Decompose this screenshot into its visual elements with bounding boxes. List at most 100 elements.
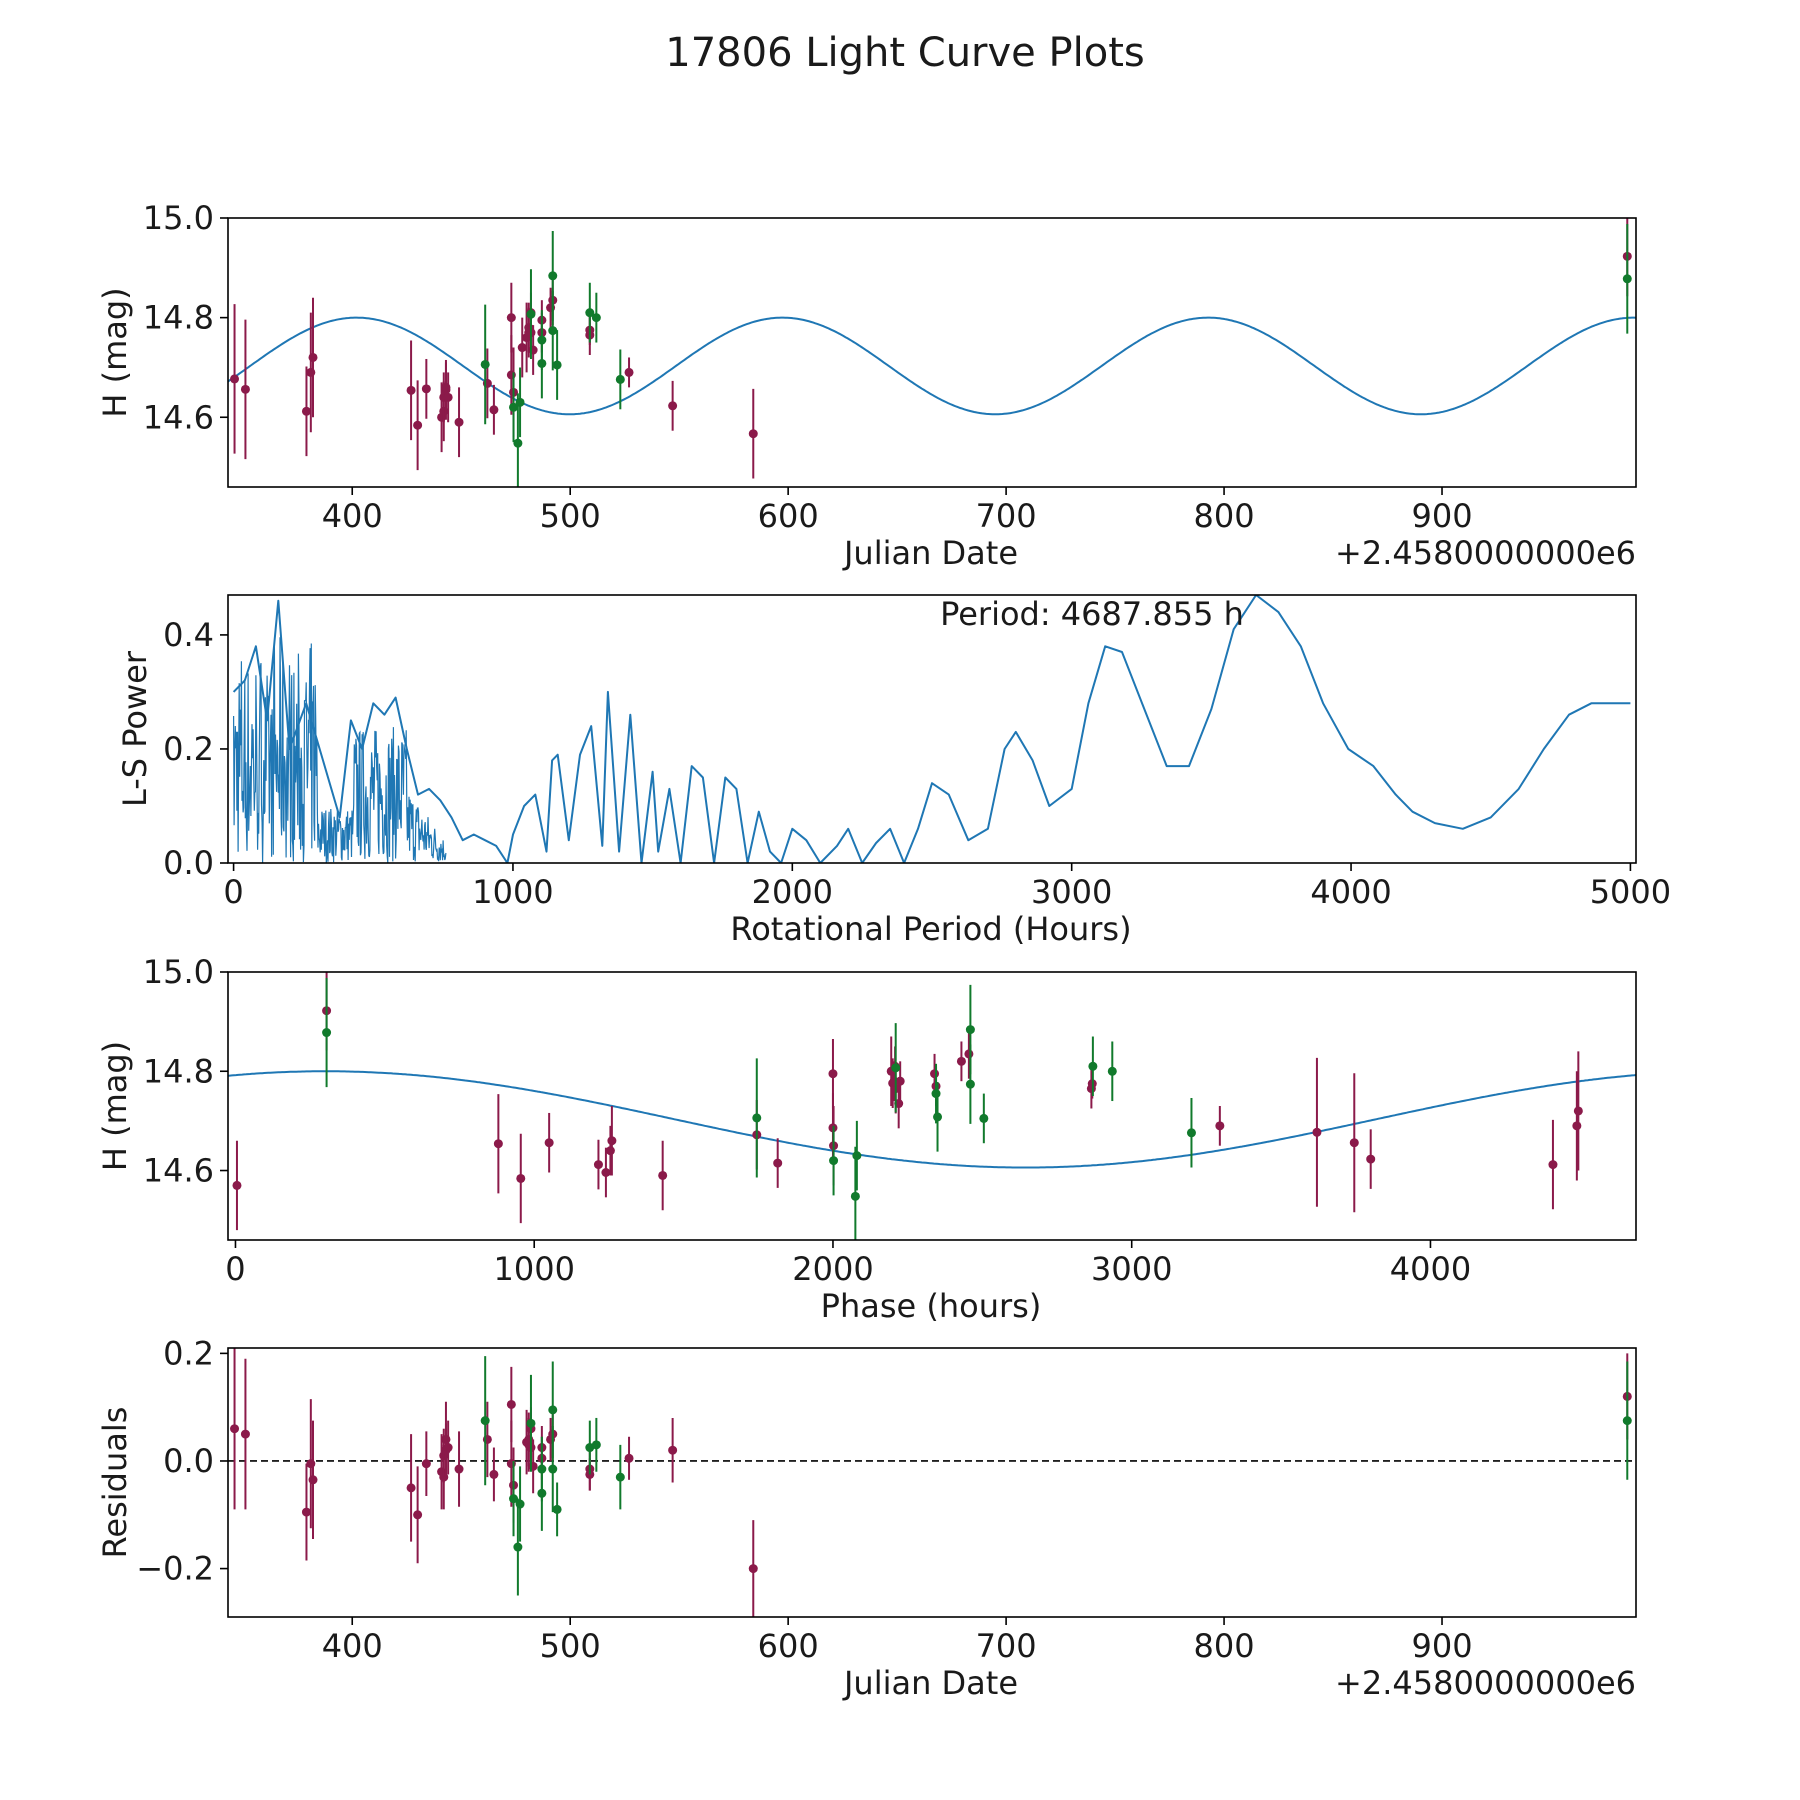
residuals-red-point — [230, 1424, 240, 1434]
residuals-red-point — [748, 1564, 758, 1574]
lightcurve-xtick-label: 700 — [976, 497, 1037, 535]
residuals-ylabel: Residuals — [96, 1407, 134, 1559]
phased-red-point — [1573, 1106, 1583, 1116]
phased-red-point — [1548, 1160, 1558, 1170]
phased-red-point — [544, 1138, 554, 1148]
residuals-red-point — [489, 1469, 499, 1479]
residuals-green-point — [591, 1440, 601, 1450]
lightcurve-xtick-label: 800 — [1194, 497, 1255, 535]
residuals-red-point — [668, 1445, 678, 1455]
residuals-green-point — [480, 1416, 490, 1426]
lightcurve-panel: 400 500 600 700 800 900 14.6 14.8 15.0 Julian Dat… — [96, 199, 1637, 572]
lightcurve-red-point — [240, 384, 250, 394]
residuals-green-point — [615, 1472, 625, 1482]
phased-green-point — [852, 1151, 862, 1161]
lightcurve-green-point — [548, 271, 558, 281]
lightcurve-xtick-label: 900 — [1411, 497, 1472, 535]
lightcurve-red-point — [517, 343, 527, 353]
periodogram-ytick-label: 0.4 — [163, 616, 214, 654]
phased-green-point — [850, 1191, 860, 1201]
phased-red-point — [930, 1069, 940, 1079]
panels: 400 500 600 700 800 900 14.6 14.8 15.0 Julian Dat… — [96, 199, 1671, 1702]
phased-red-point — [658, 1170, 668, 1180]
lightcurve-red-point — [308, 352, 318, 362]
lightcurve-green-point — [480, 359, 490, 369]
phased-red-point — [1215, 1121, 1225, 1131]
phased-green-point — [979, 1113, 989, 1123]
lightcurve-xtick-label: 500 — [540, 497, 601, 535]
lightcurve-green-point — [552, 360, 562, 370]
phased-panel: 0 1000 2000 3000 4000 14.6 14.8 15.0 Phase (hour… — [96, 953, 1637, 1325]
residuals-xlabel: Julian Date — [842, 1664, 1018, 1702]
lightcurve-frame — [227, 217, 1637, 488]
lightcurve-red-point — [624, 367, 634, 377]
phased-xtick-label: 3000 — [1091, 1250, 1172, 1288]
phased-frame — [227, 971, 1637, 1241]
lightcurve-green-point — [585, 308, 595, 318]
phased-ylabel: H (mag) — [96, 1041, 134, 1171]
phased-red-point — [1312, 1127, 1322, 1137]
periodogram-xtick-label: 2000 — [752, 873, 833, 911]
phased-ytick-label: 14.6 — [143, 1152, 214, 1190]
periodogram-annotation: Period: 4687.855 h — [940, 595, 1244, 633]
lightcurve-plot-area — [228, 218, 1636, 487]
residuals-xtick-label: 600 — [758, 1627, 819, 1665]
lightcurve-green-point — [591, 313, 601, 323]
residuals-red-point — [308, 1475, 318, 1485]
periodogram-xtick-label: 5000 — [1590, 873, 1671, 911]
phased-red-point — [593, 1160, 603, 1170]
residuals-xtick-label: 500 — [540, 1627, 601, 1665]
phased-green-point — [1088, 1061, 1098, 1071]
phased-red-point — [493, 1139, 503, 1149]
phased-red-point — [1366, 1154, 1376, 1164]
residuals-panel: 400 500 600 700 800 900 −0.2 0.0 0.2 Julian Date R… — [96, 1334, 1637, 1702]
residuals-green-point — [515, 1499, 525, 1509]
residuals-red-point — [406, 1483, 416, 1493]
residuals-green-point — [1622, 1416, 1632, 1426]
phased-red-point — [516, 1173, 526, 1183]
residuals-plot-area — [228, 1348, 1636, 1617]
residuals-green-point — [509, 1494, 519, 1504]
residuals-xtick-label: 700 — [976, 1627, 1037, 1665]
residuals-green-point — [548, 1405, 558, 1415]
phased-green-point — [752, 1113, 762, 1123]
lightcurve-ylabel: H (mag) — [96, 287, 134, 417]
phased-fit-curve — [228, 1070, 1636, 1169]
lightcurve-green-point — [615, 374, 625, 384]
periodogram-xtick-label: 4000 — [1310, 873, 1391, 911]
residuals-red-point — [421, 1459, 431, 1469]
phased-red-point — [895, 1076, 905, 1086]
lightcurve-green-point — [548, 326, 558, 336]
lightcurve-red-point — [489, 405, 499, 415]
phased-green-point — [322, 1028, 332, 1038]
phased-red-point — [956, 1056, 966, 1066]
periodogram-panel: 0 1000 2000 3000 4000 5000 0.0 0.2 0.4 Rotational… — [116, 594, 1671, 948]
lightcurve-green-point — [537, 335, 547, 345]
lightcurve-red-point — [230, 374, 240, 384]
periodogram-noise-line — [233, 637, 447, 863]
periodogram-xlabel: Rotational Period (Hours) — [730, 910, 1131, 948]
lightcurve-red-point — [748, 429, 758, 439]
phased-xtick-label: 1000 — [493, 1250, 574, 1288]
lightcurve-green-point — [509, 402, 519, 412]
phased-green-point — [965, 1079, 975, 1089]
phased-red-point — [964, 1049, 974, 1059]
periodogram-frame — [227, 594, 1637, 864]
phased-green-point — [933, 1112, 943, 1122]
phased-red-point — [773, 1158, 783, 1168]
lightcurve-offset-label: +2.4580000000e6 — [1335, 534, 1636, 572]
residuals-red-point — [413, 1510, 423, 1520]
lightcurve-red-point — [506, 313, 516, 323]
lightcurve-xlabel: Julian Date — [842, 534, 1018, 572]
lightcurve-ytick-label: 14.6 — [143, 398, 214, 436]
residuals-red-point — [454, 1464, 464, 1474]
periodogram-plot-area — [232, 595, 1631, 863]
phased-ytick-label: 15.0 — [143, 953, 214, 991]
periodogram-xtick-label: 1000 — [472, 873, 553, 911]
phased-green-point — [931, 1089, 941, 1099]
residuals-offset-label: +2.4580000000e6 — [1335, 1664, 1636, 1702]
residuals-green-point — [537, 1464, 547, 1474]
phased-xtick-label: 0 — [225, 1250, 245, 1288]
residuals-red-point — [506, 1399, 516, 1409]
